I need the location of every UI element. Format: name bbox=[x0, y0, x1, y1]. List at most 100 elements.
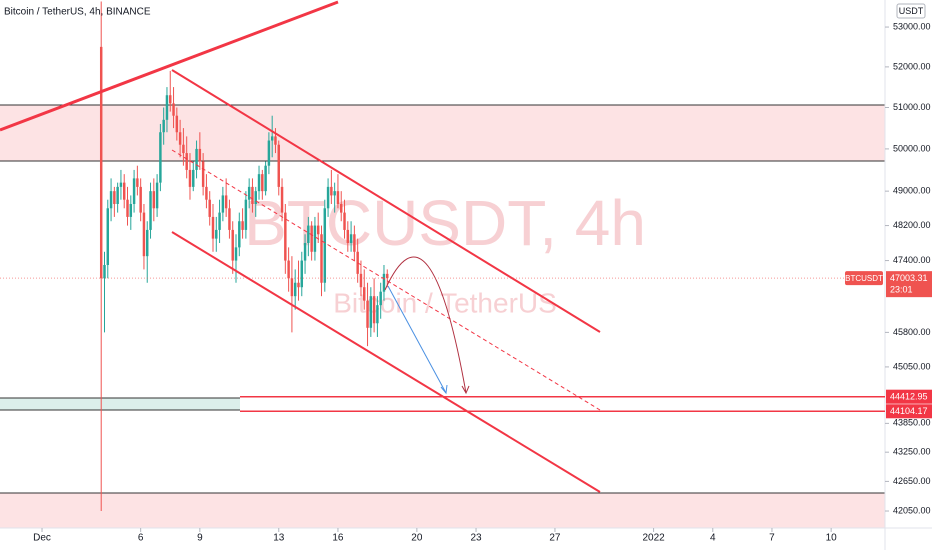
support-zone bbox=[0, 493, 885, 528]
candle-body bbox=[303, 243, 307, 261]
chart-title: Bitcoin / TetherUS, 4h, BINANCE bbox=[4, 7, 151, 18]
y-tick-label: 52000.00 bbox=[893, 61, 931, 71]
price-label-box bbox=[886, 404, 932, 419]
candle-body bbox=[241, 221, 244, 230]
x-tick-label: 6 bbox=[138, 533, 144, 544]
candle-body bbox=[205, 186, 208, 200]
candle-body bbox=[280, 186, 284, 213]
candle-body bbox=[234, 247, 238, 261]
last-price-box bbox=[886, 271, 932, 298]
projection-arrow bbox=[387, 285, 447, 394]
y-tick-label: 45050.00 bbox=[893, 361, 931, 371]
projection-curve bbox=[384, 256, 467, 394]
candle-body bbox=[264, 165, 267, 192]
candle-body bbox=[339, 203, 343, 213]
candle-body bbox=[284, 212, 287, 261]
candle-body bbox=[231, 229, 234, 261]
candle-body bbox=[316, 225, 320, 235]
y-tick-label: 42650.00 bbox=[893, 476, 931, 486]
candle-body bbox=[382, 273, 386, 292]
candle-body bbox=[109, 191, 113, 209]
x-tick-label: Dec bbox=[33, 533, 51, 544]
candle-body bbox=[224, 195, 228, 209]
y-tick-label: 43250.00 bbox=[893, 447, 931, 457]
currency: USDT bbox=[899, 6, 924, 16]
candle-body bbox=[313, 225, 317, 252]
candle-body bbox=[195, 148, 198, 170]
x-tick-label: 9 bbox=[197, 533, 203, 544]
candle-body bbox=[238, 221, 241, 248]
candle-body bbox=[132, 178, 136, 204]
y-tick-label: 47400.00 bbox=[893, 255, 931, 265]
candle-body bbox=[261, 174, 264, 192]
y-tick-label: 43850.00 bbox=[893, 418, 931, 428]
candle-body bbox=[185, 153, 188, 170]
y-tick-label: 45800.00 bbox=[893, 327, 931, 337]
candle-body bbox=[251, 186, 254, 204]
candle-body bbox=[99, 46, 103, 279]
candle-body bbox=[182, 144, 185, 154]
target-zone bbox=[0, 398, 240, 410]
y-tick-label: 51000.00 bbox=[893, 102, 931, 112]
y-tick-label: 50000.00 bbox=[893, 143, 931, 153]
candle-body bbox=[172, 103, 175, 116]
candle-body bbox=[300, 260, 304, 288]
candle-body bbox=[257, 174, 261, 192]
candle-body bbox=[297, 282, 300, 288]
x-tick-label: 10 bbox=[826, 533, 838, 544]
plot bbox=[99, 1, 389, 512]
candle-body bbox=[152, 191, 156, 209]
candle-body bbox=[106, 208, 110, 265]
candle-body bbox=[343, 212, 346, 230]
candle-body bbox=[198, 148, 202, 162]
candle-body bbox=[386, 273, 389, 279]
x-tick-label: 13 bbox=[273, 533, 285, 544]
candle-body bbox=[353, 234, 356, 252]
price-label: 44104.17 bbox=[890, 406, 928, 416]
candle-body bbox=[221, 195, 225, 213]
candle-body bbox=[310, 225, 313, 252]
x-tick-label: 27 bbox=[549, 533, 561, 544]
price-label-box bbox=[886, 389, 932, 404]
last-price: 47003.31 bbox=[890, 273, 928, 283]
candle-body bbox=[211, 216, 215, 239]
currency-box bbox=[896, 3, 926, 19]
candle-body bbox=[379, 291, 382, 306]
x-tick-label: 23 bbox=[470, 533, 482, 544]
candle-body bbox=[333, 191, 336, 196]
candle-body bbox=[293, 282, 297, 297]
x-tick-label: 2022 bbox=[642, 533, 665, 544]
x-tick-label: 4 bbox=[710, 533, 716, 544]
candle-body bbox=[330, 186, 333, 196]
candle-body bbox=[188, 169, 192, 187]
candle-body bbox=[119, 182, 123, 187]
candle-body bbox=[307, 225, 310, 244]
channel-upper bbox=[171, 69, 601, 333]
candle-body bbox=[146, 229, 149, 257]
candle-body bbox=[218, 212, 221, 230]
candle-body bbox=[359, 273, 363, 288]
candle-body bbox=[369, 296, 373, 328]
candle-body bbox=[136, 178, 139, 187]
candle-body bbox=[162, 119, 165, 133]
candle-body bbox=[103, 264, 106, 279]
candle-body bbox=[142, 212, 146, 257]
resistance-zone bbox=[0, 105, 885, 161]
price-label: 44412.95 bbox=[890, 392, 928, 402]
countdown: 23:01 bbox=[890, 285, 913, 295]
y-tick-label: 49000.00 bbox=[893, 186, 931, 196]
candle-body bbox=[116, 186, 119, 204]
y-tick-label: 42050.00 bbox=[893, 505, 931, 515]
trend-line bbox=[0, 0, 339, 132]
candle-body bbox=[178, 132, 182, 145]
candle-body bbox=[376, 305, 379, 324]
candle-body bbox=[113, 191, 116, 204]
candle-body bbox=[215, 229, 218, 239]
symbol-box bbox=[845, 271, 883, 286]
candle-body bbox=[290, 278, 294, 297]
candle-body bbox=[122, 182, 126, 200]
candle-body bbox=[228, 208, 231, 230]
candle-body bbox=[372, 296, 376, 324]
candle-body bbox=[363, 287, 366, 301]
